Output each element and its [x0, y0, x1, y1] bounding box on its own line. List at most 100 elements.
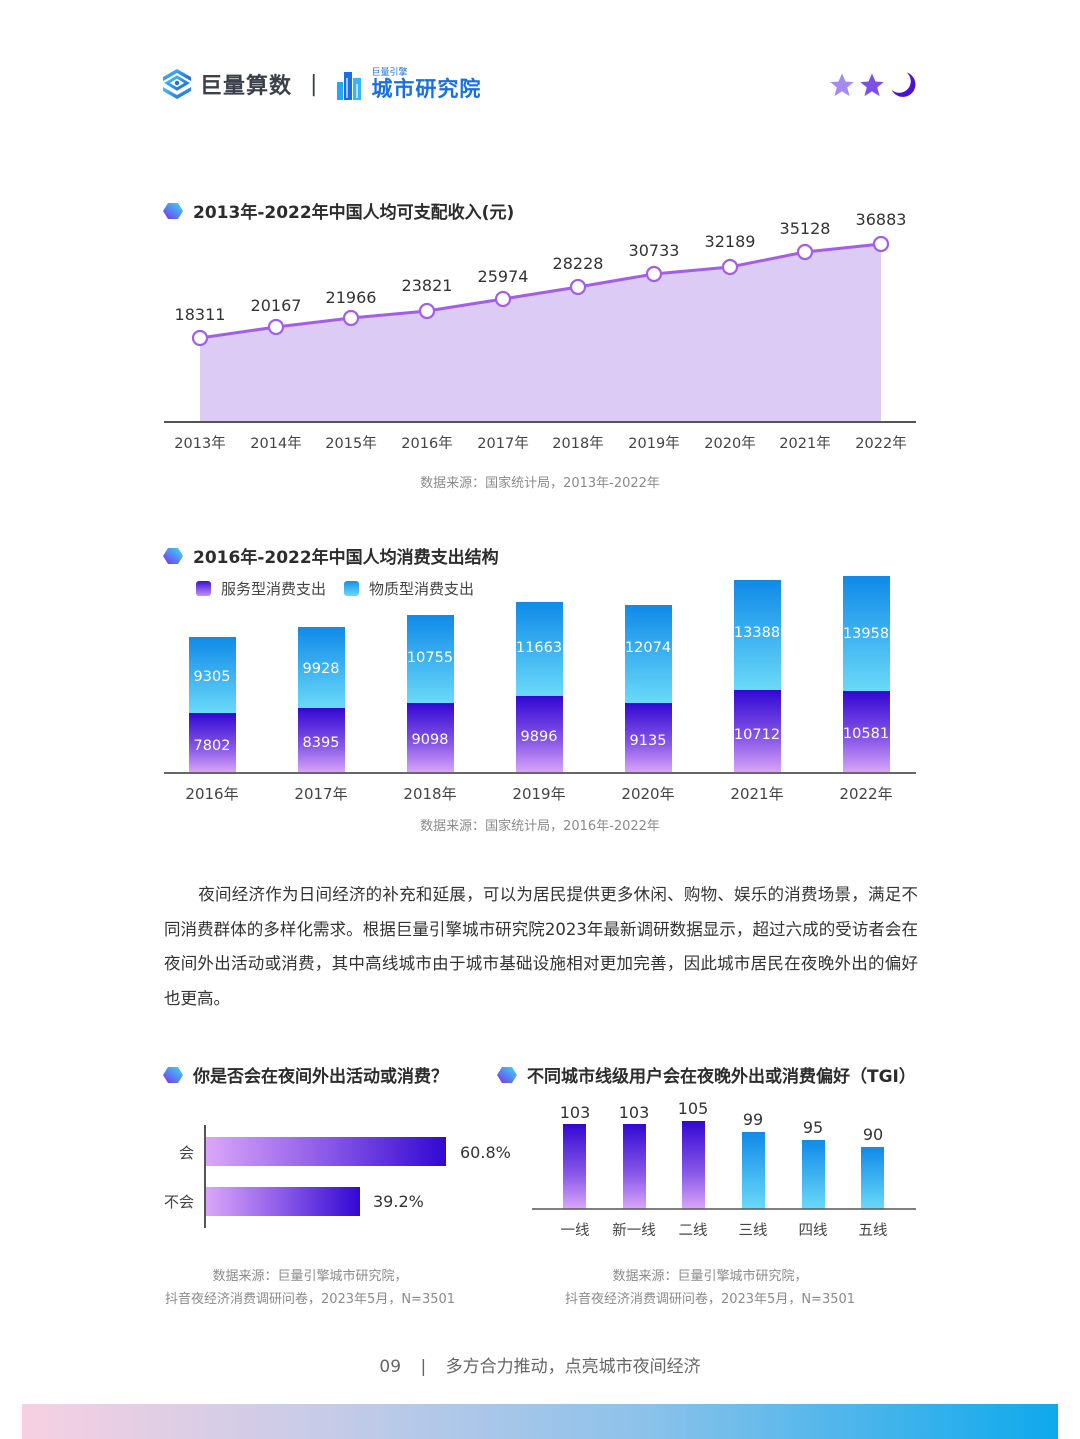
bar-2022 — [843, 576, 890, 773]
svg-text:7802: 7802 — [194, 738, 231, 754]
data-labels: 18311 20167 21966 23821 25974 28228 3073… — [175, 210, 907, 324]
svg-text:10712: 10712 — [734, 727, 780, 743]
tgi-chart-title-text: 不同城市线级用户会在夜晚外出或消费偏好（TGI） — [527, 1067, 916, 1087]
material-value-labels: 9305 9928 10755 11663 12074 13388 13958 — [194, 625, 890, 685]
value-labels: 103 103 105 99 95 90 — [560, 1099, 883, 1144]
source-line-2: 抖音夜经济消费调研问卷，2023年5月，N=3501 — [164, 1292, 456, 1307]
svg-text:2018年: 2018年 — [403, 785, 456, 803]
brand-left-name: 巨量算数 — [200, 74, 293, 99]
svg-text:25974: 25974 — [478, 267, 529, 286]
city-institute-logo: 巨量引擎 城市研究院 — [335, 68, 481, 100]
svg-text:28228: 28228 — [553, 254, 604, 273]
bar-new-tier1 — [623, 1124, 646, 1209]
svg-text:2022年: 2022年 — [839, 785, 892, 803]
moon-icon — [891, 72, 916, 97]
legend-swatch-service — [196, 581, 211, 596]
svg-text:四线: 四线 — [799, 1222, 828, 1239]
svg-text:39.2%: 39.2% — [373, 1192, 424, 1211]
svg-text:21966: 21966 — [326, 288, 377, 307]
bar-tier2 — [682, 1121, 705, 1209]
x-axis-labels: 一线 新一线 二线 三线 四线 五线 — [561, 1222, 888, 1239]
y-axis-labels: 会 不会 — [164, 1144, 194, 1211]
svg-text:新一线: 新一线 — [612, 1222, 656, 1239]
income-area-chart: 18311 20167 21966 23821 25974 28228 3073… — [164, 210, 916, 452]
source-line-2: 抖音夜经济消费调研问卷，2023年5月，N=3501 — [564, 1292, 856, 1307]
bar-tier5 — [861, 1147, 884, 1209]
brand-right-sub: 巨量引擎 — [371, 68, 408, 78]
svg-text:103: 103 — [619, 1103, 650, 1122]
svg-text:五线: 五线 — [859, 1222, 888, 1239]
juliang-suanshu-logo-icon — [163, 69, 191, 99]
svg-text:2021年: 2021年 — [730, 785, 783, 803]
data-points — [191, 235, 890, 347]
spending-stacked-bar-chart: 9305 9928 10755 11663 12074 13388 13958 … — [164, 576, 916, 803]
bar-2018 — [407, 615, 454, 773]
svg-text:2020年: 2020年 — [704, 435, 755, 452]
hexagon-bullet-icon — [163, 202, 183, 219]
building-icon — [337, 72, 362, 100]
svg-text:13388: 13388 — [734, 625, 780, 641]
svg-text:2014年: 2014年 — [250, 435, 301, 452]
svg-text:11663: 11663 — [516, 640, 562, 656]
svg-text:103: 103 — [560, 1103, 591, 1122]
svg-text:99: 99 — [743, 1110, 763, 1129]
spending-chart-title-text: 2016年-2022年中国人均消费支出结构 — [193, 548, 499, 568]
svg-text:2017年: 2017年 — [477, 435, 528, 452]
hexagon-bullet-icon — [163, 547, 183, 564]
svg-text:9135: 9135 — [630, 733, 667, 749]
svg-text:60.8%: 60.8% — [460, 1143, 511, 1162]
legend-item-material: 物质型消费支出 — [344, 578, 474, 599]
tgi-bar-chart: 103 103 105 99 95 90 一线 新一线 二线 三线 四线 五线 — [532, 1099, 916, 1239]
legend-label-material: 物质型消费支出 — [369, 580, 475, 598]
svg-text:一线: 一线 — [561, 1222, 590, 1239]
svg-text:9896: 9896 — [521, 729, 558, 745]
svg-text:9098: 9098 — [412, 732, 449, 748]
svg-text:105: 105 — [678, 1099, 709, 1118]
night-outing-hbar-chart: 会 不会 60.8% 39.2% — [164, 1125, 511, 1228]
svg-text:90: 90 — [863, 1125, 883, 1144]
star-icon — [860, 73, 884, 97]
bar-2020 — [625, 605, 672, 773]
night-chart-source: 数据来源：巨量引擎城市研究院， 抖音夜经济消费调研问卷，2023年5月，N=35… — [160, 1265, 460, 1311]
body-paragraph-text: 夜间经济作为日间经济的补充和延展，可以为居民提供更多休闲、购物、娱乐的消费场景，… — [164, 885, 918, 1008]
svg-text:2019年: 2019年 — [512, 785, 565, 803]
svg-text:35128: 35128 — [780, 219, 831, 238]
svg-text:18311: 18311 — [175, 305, 226, 324]
bar-no — [206, 1187, 360, 1216]
svg-text:二线: 二线 — [679, 1222, 708, 1239]
svg-text:三线: 三线 — [739, 1222, 768, 1239]
bar-2019 — [516, 602, 563, 773]
svg-text:2013年: 2013年 — [174, 435, 225, 452]
svg-text:13958: 13958 — [843, 626, 889, 642]
income-chart-title-text: 2013年-2022年中国人均可支配收入(元) — [193, 203, 515, 223]
svg-text:95: 95 — [803, 1118, 823, 1137]
svg-text:9928: 9928 — [303, 661, 340, 677]
page-number: 09 — [379, 1357, 402, 1377]
legend-swatch-material — [344, 581, 360, 596]
service-value-labels: 7802 8395 9098 9896 9135 10712 10581 — [194, 726, 890, 754]
spending-legend: 服务型消费支出 物质型消费支出 — [196, 578, 474, 599]
brand-right-main: 城市研究院 — [371, 77, 482, 101]
brand-separator: | — [310, 71, 318, 97]
hexagon-bullet-icon — [497, 1066, 517, 1083]
star-icon — [830, 73, 854, 97]
tgi-chart-source: 数据来源：巨量引擎城市研究院， 抖音夜经济消费调研问卷，2023年5月，N=35… — [555, 1265, 865, 1311]
bar-2017 — [298, 627, 345, 773]
income-chart-title: 2013年-2022年中国人均可支配收入(元) — [163, 198, 514, 223]
x-axis-labels: 2016年 2017年 2018年 2019年 2020年 2021年 2022… — [185, 785, 892, 803]
footer-separator: | — [420, 1357, 427, 1377]
hexagon-bullet-icon — [163, 1066, 183, 1083]
legend-item-service: 服务型消费支出 — [196, 578, 326, 599]
svg-text:会: 会 — [179, 1144, 194, 1162]
svg-text:2020年: 2020年 — [621, 785, 674, 803]
svg-text:不会: 不会 — [164, 1193, 194, 1211]
night-chart-title: 你是否会在夜间外出活动或消费？ — [163, 1062, 448, 1087]
bar-tier4 — [802, 1140, 825, 1209]
svg-text:30733: 30733 — [629, 241, 680, 260]
night-chart-title-text: 你是否会在夜间外出活动或消费？ — [193, 1067, 448, 1087]
source-line-1: 数据来源：巨量引擎城市研究院， — [212, 1269, 408, 1284]
svg-text:2016年: 2016年 — [401, 435, 452, 452]
svg-text:2019年: 2019年 — [628, 435, 679, 452]
svg-text:8395: 8395 — [303, 735, 340, 751]
svg-text:2018年: 2018年 — [552, 435, 603, 452]
